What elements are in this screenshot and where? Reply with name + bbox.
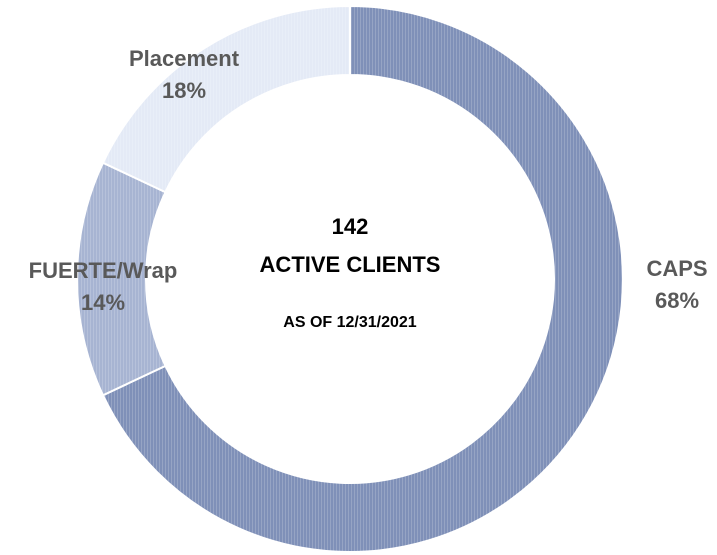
- segment-name: Placement: [129, 46, 240, 71]
- segment-value: 68%: [655, 288, 699, 313]
- center-date: AS OF 12/31/2021: [283, 314, 417, 331]
- center-count: 142: [332, 214, 369, 239]
- segment-hatch: [77, 162, 166, 396]
- segment-hatch: [102, 6, 351, 193]
- segment-name: CAPS: [646, 256, 707, 281]
- segment-name: FUERTE/Wrap: [29, 258, 178, 283]
- segment-value: 18%: [162, 78, 206, 103]
- segment-value: 14%: [81, 290, 125, 315]
- center-title: ACTIVE CLIENTS: [260, 252, 441, 277]
